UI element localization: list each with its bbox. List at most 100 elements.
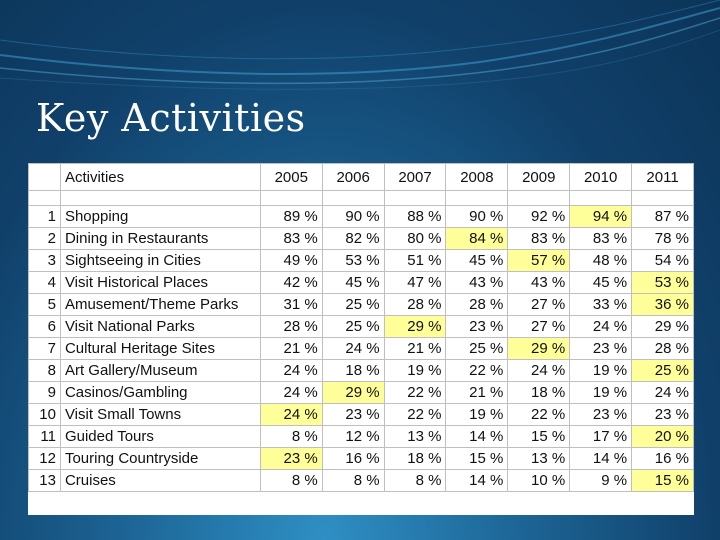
value-cell-2010: 45 %	[569, 271, 633, 294]
value-cell-2010: 19 %	[569, 359, 633, 382]
activities-table: Activities 2005 2006 2007 2008 2009 2010 2011 …	[28, 163, 694, 492]
value-cell-2007: 19 %	[383, 359, 447, 382]
value-cell-2006: 23 %	[321, 403, 385, 426]
value-cell-2008: 23 %	[445, 315, 509, 338]
table-row: 12 Touring Countryside 23 % 16 % 18 % 15 % 13 …	[28, 447, 694, 470]
activities-table-container: Activities 2005 2006 2007 2008 2009 2010 2011 …	[28, 163, 694, 515]
table-row: 9 Casinos/Gambling 24 % 29 % 22 % 21 % 18 % 19 …	[28, 381, 694, 404]
table-row: 10 Visit Small Towns 24 % 23 % 22 % 19 % 22 % 2…	[28, 403, 694, 426]
value-cell-2006: 16 %	[321, 447, 385, 470]
row-number: 5	[28, 293, 61, 316]
value-cell-2008: 19 %	[445, 403, 509, 426]
header-year-2011: 2011	[631, 163, 694, 191]
header-year-2009: 2009	[507, 163, 571, 191]
activity-name: Art Gallery/Museum	[59, 359, 261, 382]
value-cell-2005: 28 %	[259, 315, 323, 338]
row-number: 13	[28, 469, 61, 492]
value-cell-2007: 21 %	[383, 337, 447, 360]
row-number: 6	[28, 315, 61, 338]
value-cell-2009: 24 %	[507, 359, 571, 382]
value-cell-2007: 22 %	[383, 381, 447, 404]
spacer-row	[28, 190, 694, 206]
table-row: 3 Sightseeing in Cities 49 % 53 % 51 % 45 % 57…	[28, 249, 694, 272]
value-cell-2006: 8 %	[321, 469, 385, 492]
activity-name: Touring Countryside	[59, 447, 261, 470]
value-cell-2005: 49 %	[259, 249, 323, 272]
value-cell-2005: 21 %	[259, 337, 323, 360]
value-cell-2011: 28 %	[631, 337, 694, 360]
value-cell-2011: 25 %	[631, 359, 694, 382]
header-row: Activities 2005 2006 2007 2008 2009 2010 2011	[28, 163, 694, 191]
value-cell-2011: 15 %	[631, 469, 694, 492]
table-row: 6 Visit National Parks 28 % 25 % 29 % 23 % 27 …	[28, 315, 694, 338]
value-cell-2009: 29 %	[507, 337, 571, 360]
slide-title: Key Activities	[36, 96, 306, 140]
value-cell-2007: 28 %	[383, 293, 447, 316]
value-cell-2010: 24 %	[569, 315, 633, 338]
header-year-2005: 2005	[259, 163, 323, 191]
value-cell-2010: 14 %	[569, 447, 633, 470]
value-cell-2006: 29 %	[321, 381, 385, 404]
value-cell-2005: 31 %	[259, 293, 323, 316]
value-cell-2007: 51 %	[383, 249, 447, 272]
value-cell-2008: 14 %	[445, 425, 509, 448]
value-cell-2009: 27 %	[507, 315, 571, 338]
value-cell-2009: 13 %	[507, 447, 571, 470]
row-number: 12	[28, 447, 61, 470]
activity-name: Casinos/Gambling	[59, 381, 261, 404]
value-cell-2010: 83 %	[569, 227, 633, 250]
row-number: 8	[28, 359, 61, 382]
value-cell-2009: 18 %	[507, 381, 571, 404]
activity-name: Dining in Restaurants	[59, 227, 261, 250]
table-row: 8 Art Gallery/Museum 24 % 18 % 19 % 22 % 24 % 1…	[28, 359, 694, 382]
value-cell-2008: 28 %	[445, 293, 509, 316]
table-row: 2 Dining in Restaurants 83 % 82 % 80 % 84 % 83…	[28, 227, 694, 250]
value-cell-2011: 23 %	[631, 403, 694, 426]
value-cell-2010: 9 %	[569, 469, 633, 492]
value-cell-2008: 22 %	[445, 359, 509, 382]
activity-name: Visit Small Towns	[59, 403, 261, 426]
value-cell-2010: 33 %	[569, 293, 633, 316]
value-cell-2005: 24 %	[259, 381, 323, 404]
activity-name: Cultural Heritage Sites	[59, 337, 261, 360]
value-cell-2006: 25 %	[321, 315, 385, 338]
activity-name: Visit Historical Places	[59, 271, 261, 294]
value-cell-2011: 54 %	[631, 249, 694, 272]
value-cell-2006: 90 %	[321, 205, 385, 228]
value-cell-2010: 17 %	[569, 425, 633, 448]
value-cell-2010: 23 %	[569, 403, 633, 426]
value-cell-2009: 83 %	[507, 227, 571, 250]
value-cell-2009: 57 %	[507, 249, 571, 272]
value-cell-2005: 89 %	[259, 205, 323, 228]
value-cell-2005: 24 %	[259, 359, 323, 382]
value-cell-2010: 23 %	[569, 337, 633, 360]
value-cell-2008: 21 %	[445, 381, 509, 404]
value-cell-2007: 13 %	[383, 425, 447, 448]
value-cell-2008: 90 %	[445, 205, 509, 228]
value-cell-2009: 22 %	[507, 403, 571, 426]
value-cell-2007: 8 %	[383, 469, 447, 492]
value-cell-2006: 25 %	[321, 293, 385, 316]
value-cell-2007: 29 %	[383, 315, 447, 338]
activity-name: Amusement/Theme Parks	[59, 293, 261, 316]
value-cell-2006: 12 %	[321, 425, 385, 448]
header-number-cell	[28, 163, 61, 191]
row-number: 9	[28, 381, 61, 404]
value-cell-2005: 8 %	[259, 469, 323, 492]
value-cell-2011: 24 %	[631, 381, 694, 404]
header-year-2010: 2010	[569, 163, 633, 191]
table-row: 1 Shopping 89 % 90 % 88 % 90 % 92 % 94 % 87 %	[28, 205, 694, 228]
value-cell-2005: 8 %	[259, 425, 323, 448]
value-cell-2008: 14 %	[445, 469, 509, 492]
header-year-2006: 2006	[321, 163, 385, 191]
value-cell-2011: 29 %	[631, 315, 694, 338]
value-cell-2007: 18 %	[383, 447, 447, 470]
value-cell-2009: 15 %	[507, 425, 571, 448]
row-number: 3	[28, 249, 61, 272]
value-cell-2006: 82 %	[321, 227, 385, 250]
value-cell-2005: 23 %	[259, 447, 323, 470]
header-activities: Activities	[59, 163, 261, 191]
value-cell-2009: 43 %	[507, 271, 571, 294]
value-cell-2009: 27 %	[507, 293, 571, 316]
row-number: 10	[28, 403, 61, 426]
